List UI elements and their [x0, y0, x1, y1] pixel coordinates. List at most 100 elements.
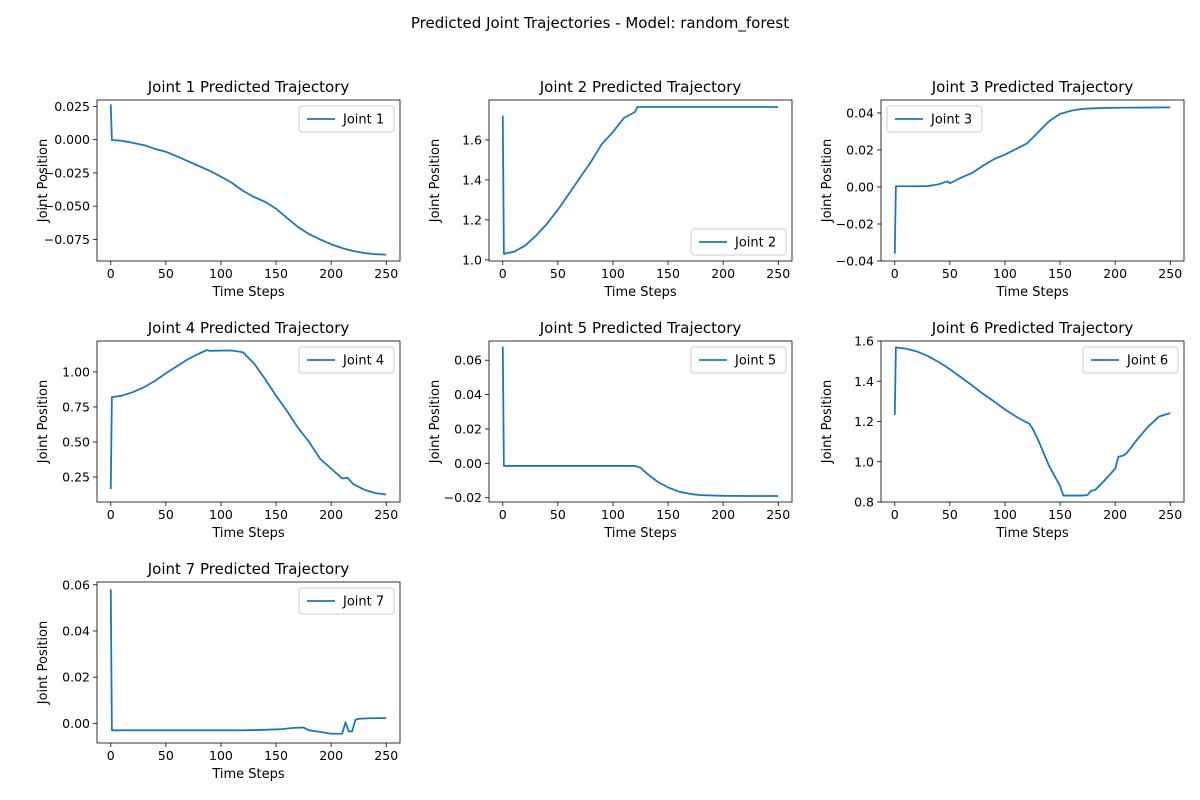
subplot-joint-3: Joint 3 Predicted Trajectory 0 50 100 150 200… [820, 78, 1185, 300]
y-tick-label: 1.2 [854, 414, 874, 429]
x-tick-label: 100 [209, 266, 233, 281]
y-tick-label: −0.02 [836, 216, 874, 231]
x-tick-label: 150 [656, 507, 680, 522]
x-tick-label: 0 [107, 507, 115, 522]
x-tick-label: 100 [209, 748, 233, 763]
x-tick-label: 150 [1048, 507, 1072, 522]
subplot-title: Joint 5 Predicted Trajectory [539, 319, 742, 337]
axes-frame [488, 99, 793, 262]
y-tick-label: 0.02 [846, 142, 874, 157]
x-tick-label: 100 [601, 266, 625, 281]
x-tick-label: 100 [993, 507, 1017, 522]
x-tick-label: 50 [550, 266, 566, 281]
x-tick-label: 0 [107, 266, 115, 281]
legend-label: Joint 6 [1126, 354, 1168, 369]
x-axis-label: Time Steps [603, 526, 677, 541]
axes-frame [96, 340, 401, 503]
y-tick-label: 0.025 [54, 99, 90, 114]
y-axis-label: Joint Position [36, 139, 51, 223]
y-tick-label: 1.6 [462, 132, 482, 147]
legend-label: Joint 5 [734, 354, 776, 369]
legend-label: Joint 7 [342, 595, 384, 610]
subplot-joint-4: Joint 4 Predicted Trajectory 0 50 100 150 200… [36, 319, 401, 541]
x-tick-label: 150 [656, 266, 680, 281]
figure-title: Predicted Joint Trajectories - Model: ra… [411, 14, 789, 33]
subplot-title: Joint 7 Predicted Trajectory [147, 560, 350, 578]
x-tick-label: 200 [1103, 266, 1127, 281]
x-tick-label: 100 [601, 507, 625, 522]
x-tick-label: 50 [158, 748, 174, 763]
legend: Joint 6 [1082, 346, 1179, 374]
x-tick-label: 50 [158, 266, 174, 281]
y-tick-label: 1.4 [854, 374, 874, 389]
y-axis-label: Joint Position [36, 621, 51, 705]
legend-label: Joint 1 [342, 113, 384, 128]
x-tick-label: 0 [499, 266, 507, 281]
legend-box [690, 228, 787, 256]
x-tick-label: 100 [209, 507, 233, 522]
x-tick-label: 250 [374, 266, 398, 281]
y-axis-label: Joint Position [428, 139, 443, 223]
x-tick-label: 250 [374, 507, 398, 522]
x-tick-label: 250 [374, 748, 398, 763]
subplot-title: Joint 2 Predicted Trajectory [539, 78, 742, 96]
subplot-joint-1: Joint 1 Predicted Trajectory 0 50 100 150 200… [36, 78, 401, 300]
subplot-title: Joint 3 Predicted Trajectory [931, 78, 1134, 96]
x-tick-label: 50 [942, 266, 958, 281]
axes-frame [488, 340, 793, 503]
series-line-joint-1 [109, 104, 387, 256]
x-tick-label: 200 [1103, 507, 1127, 522]
x-axis-label: Time Steps [995, 526, 1069, 541]
y-tick-label: 0.00 [62, 716, 90, 731]
y-tick-label: −0.075 [44, 232, 90, 247]
y-tick-label: −0.025 [44, 165, 90, 180]
x-axis-label: Time Steps [995, 285, 1069, 300]
y-tick-label: 0.75 [62, 399, 90, 414]
x-tick-label: 50 [158, 507, 174, 522]
x-tick-label: 200 [319, 748, 343, 763]
legend-box [1082, 346, 1179, 374]
series-line-joint-6 [893, 346, 1171, 497]
legend-label: Joint 2 [734, 236, 776, 251]
legend: Joint 1 [298, 105, 395, 133]
axes-frame [96, 99, 401, 262]
y-tick-label: 0.02 [454, 421, 482, 436]
x-tick-label: 250 [1158, 266, 1182, 281]
y-tick-label: 0.02 [62, 670, 90, 685]
y-tick-label: 1.0 [462, 252, 482, 267]
y-tick-label: 0.8 [854, 495, 874, 510]
y-tick-label: 0.00 [846, 179, 874, 194]
y-tick-label: −0.050 [44, 199, 90, 214]
y-tick-label: 0.25 [62, 470, 90, 485]
y-tick-label: 1.4 [462, 172, 482, 187]
x-tick-label: 0 [499, 507, 507, 522]
legend: Joint 5 [690, 346, 787, 374]
x-tick-label: 0 [891, 507, 899, 522]
subplot-title: Joint 4 Predicted Trajectory [147, 319, 350, 337]
x-tick-label: 200 [711, 507, 735, 522]
y-tick-label: 0.04 [454, 387, 482, 402]
x-tick-label: 0 [107, 748, 115, 763]
subplot-joint-2: Joint 2 Predicted Trajectory 0 50 100 150 200… [428, 78, 793, 300]
legend: Joint 2 [690, 228, 787, 256]
x-tick-label: 150 [1048, 266, 1072, 281]
series-line-joint-7 [109, 589, 387, 735]
x-tick-label: 200 [319, 266, 343, 281]
legend: Joint 3 [886, 105, 983, 133]
legend-box [298, 346, 395, 374]
x-tick-label: 200 [711, 266, 735, 281]
y-tick-label: 0.00 [454, 456, 482, 471]
x-tick-label: 50 [942, 507, 958, 522]
y-axis-label: Joint Position [820, 380, 835, 464]
y-tick-label: 0.06 [454, 353, 482, 368]
y-axis-label: Joint Position [428, 380, 443, 464]
x-axis-label: Time Steps [603, 285, 677, 300]
y-axis-label: Joint Position [820, 139, 835, 223]
y-tick-label: 0.50 [62, 434, 90, 449]
x-tick-label: 200 [319, 507, 343, 522]
legend-box [298, 105, 395, 133]
x-axis-label: Time Steps [211, 526, 285, 541]
legend-box [886, 105, 983, 133]
y-axis-label: Joint Position [36, 380, 51, 464]
x-tick-label: 250 [766, 266, 790, 281]
